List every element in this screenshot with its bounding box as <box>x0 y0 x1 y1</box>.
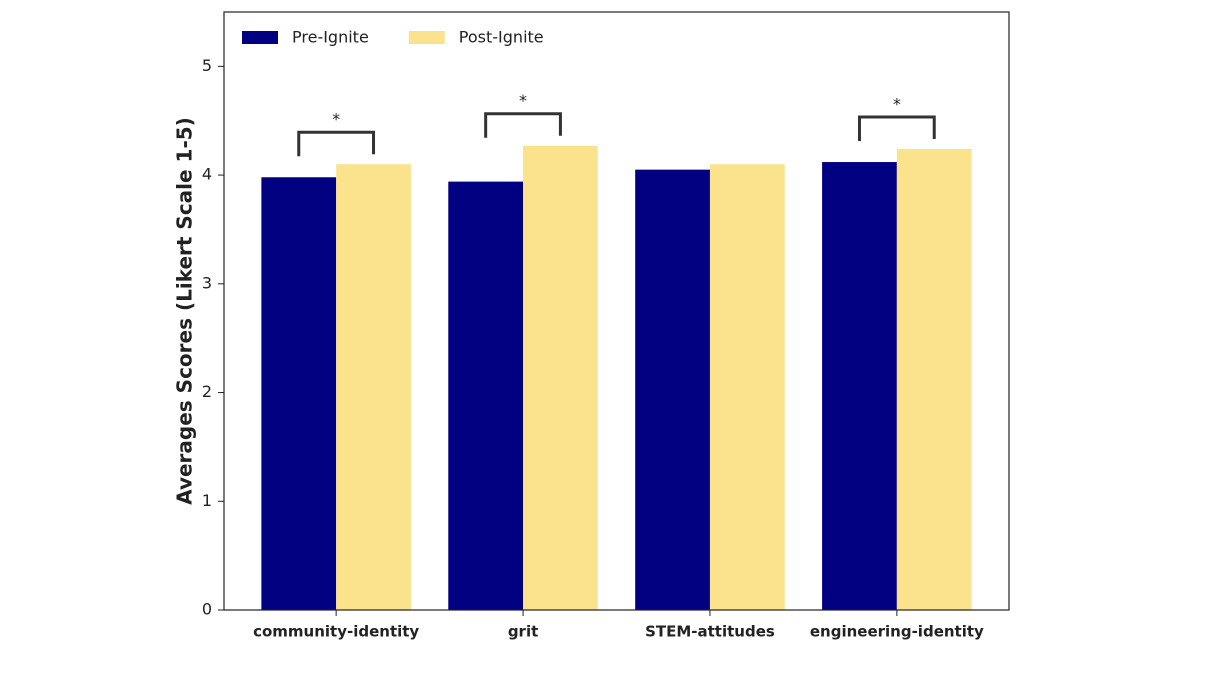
bar <box>635 169 710 610</box>
y-tick-label: 5 <box>202 56 212 75</box>
bar <box>523 145 598 610</box>
legend-label: Pre-Ignite <box>292 28 369 47</box>
plot-frame <box>223 11 1010 611</box>
significance-bracket <box>297 130 376 157</box>
bar <box>896 148 972 610</box>
legend-swatch <box>408 31 445 44</box>
y-tick-label: 1 <box>202 491 212 510</box>
x-tick-label: community-identity <box>253 623 419 641</box>
x-tick-label: engineering-identity <box>810 623 984 641</box>
bar <box>336 164 411 610</box>
legend-label: Post-Ignite <box>459 28 544 47</box>
significance-label: * <box>519 91 527 110</box>
significance-bracket <box>857 115 936 141</box>
y-tick-label: 0 <box>202 600 212 619</box>
legend-swatch <box>242 31 278 44</box>
y-tick-label: 3 <box>202 273 212 292</box>
significance-bracket <box>484 112 562 138</box>
y-tick-label: 4 <box>202 165 212 184</box>
bar <box>822 162 897 610</box>
x-tick-label: STEM-attitudes <box>645 623 775 641</box>
y-tick-label: 2 <box>202 382 212 401</box>
significance-label: * <box>893 94 901 113</box>
bar <box>448 181 524 610</box>
bar <box>261 177 337 611</box>
y-axis-label: Averages Scores (Likert Scale 1-5) <box>173 117 197 505</box>
x-tick-label: grit <box>508 623 538 641</box>
significance-label: * <box>332 110 340 129</box>
bar <box>709 164 785 610</box>
